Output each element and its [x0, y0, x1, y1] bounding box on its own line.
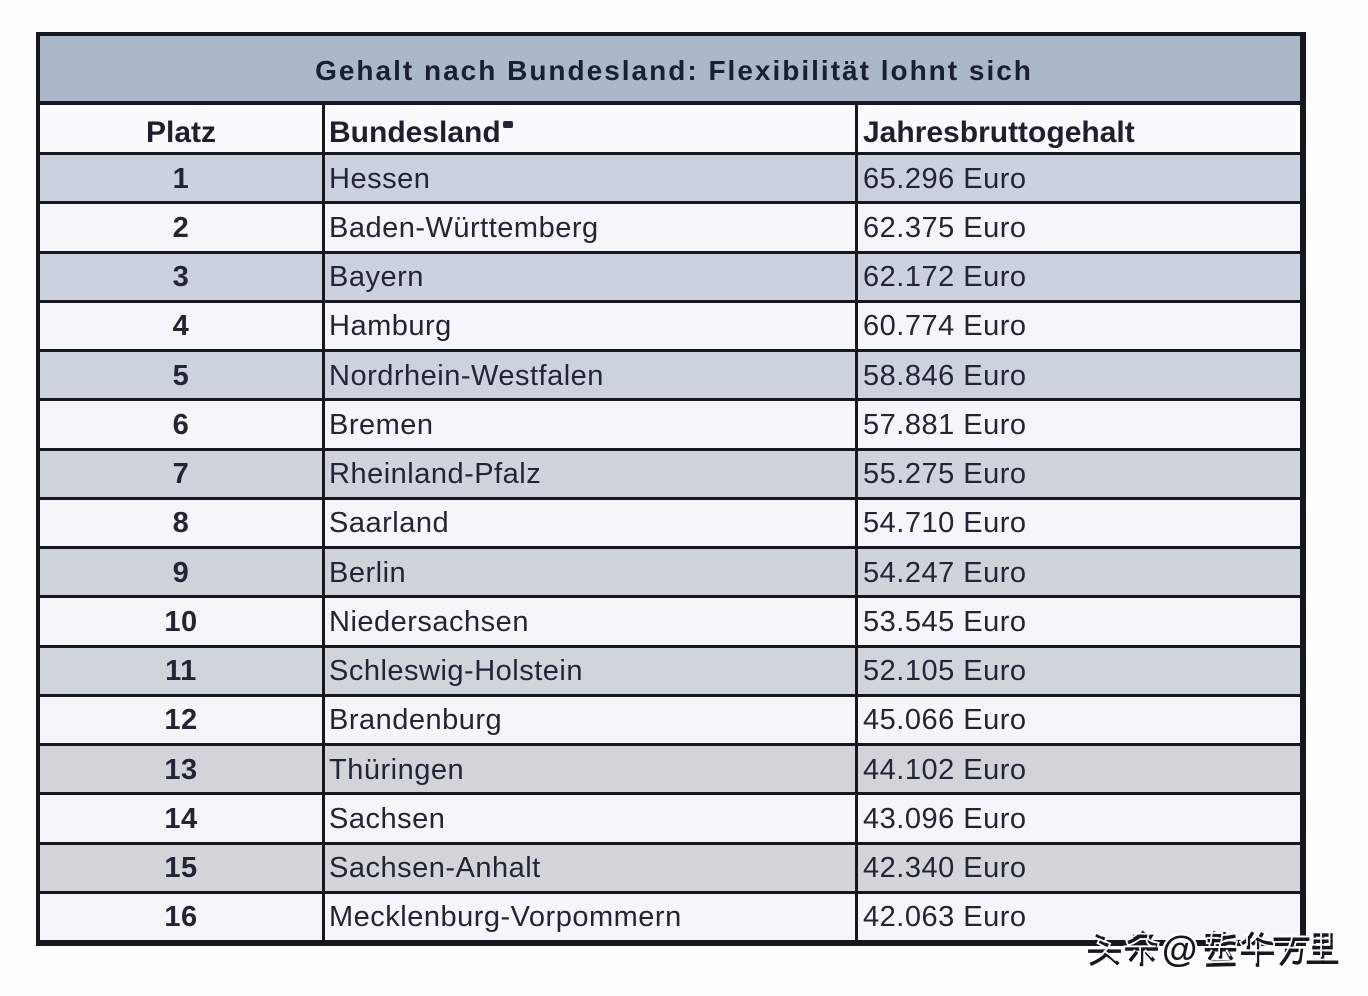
svg-text:@: @: [1162, 928, 1197, 969]
